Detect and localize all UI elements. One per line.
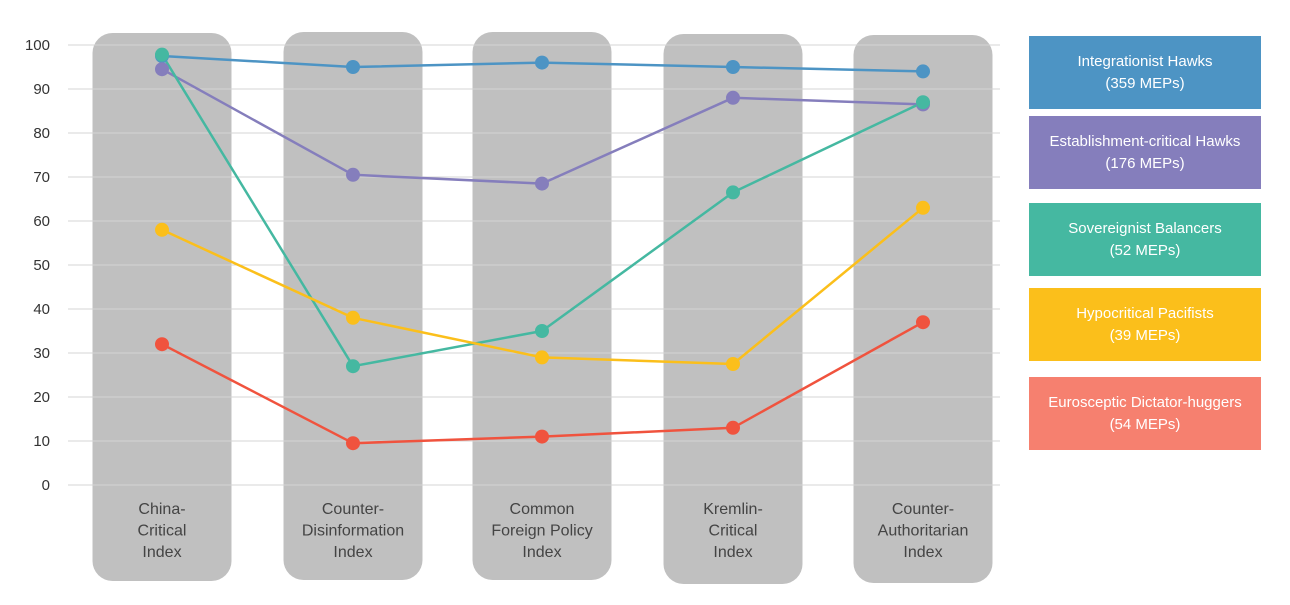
legend-item: Integrationist Hawks (359 MEPs) [1029, 36, 1261, 109]
y-tick-label: 10 [33, 433, 50, 450]
category-panel [92, 33, 232, 581]
data-point [155, 222, 169, 237]
y-tick-label: 90 [33, 81, 50, 98]
category-label-line: Index [903, 544, 942, 561]
data-point [726, 420, 740, 435]
data-point [916, 315, 930, 330]
category-label-line: Index [142, 544, 181, 561]
y-tick-label: 40 [33, 301, 50, 318]
data-point [535, 55, 549, 70]
category-label-line: Critical [138, 523, 187, 540]
line-chart: 0 10 20 30 40 50 60 70 80 90 100 China- Critical Ind… [25, 32, 1000, 584]
category-label: Kremlin- Critical Index [703, 501, 763, 561]
category-label-line: Critical [709, 523, 758, 540]
data-point [916, 200, 930, 215]
series-points [155, 47, 930, 451]
data-point [346, 359, 360, 374]
y-tick-label: 70 [33, 169, 50, 186]
data-point [726, 185, 740, 200]
data-point [155, 337, 169, 352]
legend-series-count: (39 MEPs) [1109, 326, 1181, 344]
category-label-line: China- [138, 501, 185, 518]
category-label: Common Foreign Policy Index [491, 501, 592, 561]
category-label-line: Counter- [892, 501, 954, 518]
data-point [535, 324, 549, 338]
data-point [535, 350, 549, 365]
legend-series-count: (54 MEPs) [1109, 415, 1181, 433]
gridlines [68, 44, 1000, 486]
data-point [346, 310, 360, 325]
legend-series-name: Integrationist Hawks [1077, 52, 1213, 70]
category-label: China- Critical Index [138, 501, 187, 561]
legend-series-name: Sovereignist Balancers [1068, 219, 1222, 237]
legend-item: Eurosceptic Dictator-huggers (54 MEPs) [1029, 377, 1261, 450]
y-tick-label: 80 [33, 125, 50, 142]
legend-item: Establishment-critical Hawks (176 MEPs) [1029, 116, 1261, 189]
legend-series-count: (52 MEPs) [1109, 241, 1181, 259]
y-axis-ticks: 0 10 20 30 40 50 60 70 80 90 100 [25, 37, 50, 494]
y-tick-label: 100 [25, 37, 50, 54]
y-tick-label: 60 [33, 213, 50, 230]
y-tick-label: 20 [33, 389, 50, 406]
y-tick-label: 0 [42, 477, 50, 494]
category-label-line: Index [713, 544, 752, 561]
legend-series-name: Eurosceptic Dictator-huggers [1048, 393, 1242, 411]
data-point [916, 64, 930, 79]
legend-series-count: (359 MEPs) [1105, 74, 1185, 92]
category-label: Counter- Authoritarian Index [878, 501, 969, 561]
category-label-line: Foreign Policy [491, 523, 592, 540]
category-label-line: Common [510, 501, 575, 518]
category-label-line: Disinformation [302, 523, 404, 540]
legend-series-name: Hypocritical Pacifists [1076, 304, 1214, 322]
data-point [346, 60, 360, 74]
category-label-line: Authoritarian [878, 523, 969, 540]
data-point [726, 90, 740, 105]
y-tick-label: 30 [33, 345, 50, 362]
category-label-line: Kremlin- [703, 501, 763, 518]
data-point [726, 60, 740, 74]
legend-series-name: Establishment-critical Hawks [1049, 132, 1241, 150]
legend-item: Hypocritical Pacifists (39 MEPs) [1029, 288, 1261, 361]
legend-series-count: (176 MEPs) [1105, 154, 1185, 172]
category-label-line: Counter- [322, 501, 384, 518]
data-point [535, 176, 549, 191]
data-point [155, 47, 169, 62]
data-point [346, 436, 360, 451]
data-point [346, 167, 360, 182]
category-label: Counter- Disinformation Index [302, 501, 404, 561]
category-panel [472, 32, 612, 580]
category-labels: China- Critical Index Counter- Disinformatio… [138, 501, 969, 561]
category-label-line: Index [333, 544, 372, 561]
data-point [155, 62, 169, 77]
category-panel [283, 32, 423, 580]
category-label-line: Index [522, 544, 561, 561]
data-point [916, 95, 930, 110]
data-point [726, 357, 740, 371]
data-point [535, 429, 549, 444]
y-tick-label: 50 [33, 257, 50, 274]
legend-item: Sovereignist Balancers (52 MEPs) [1029, 203, 1261, 276]
